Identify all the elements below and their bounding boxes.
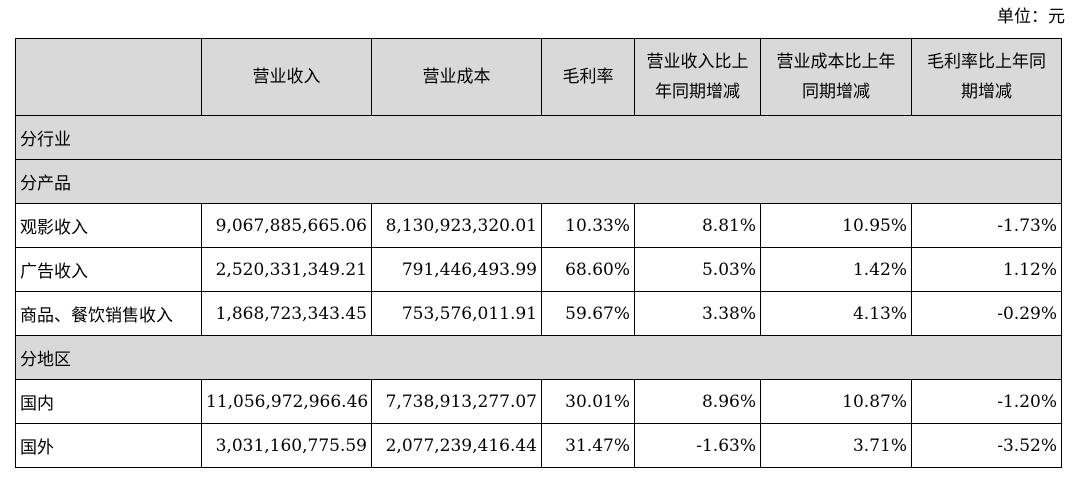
cell-revenue-change: 5.03% — [634, 247, 761, 292]
header-cost-change: 营业成本比上年 同期增减 — [760, 38, 912, 116]
cell-revenue: 9,067,885,665.06 — [201, 203, 372, 248]
cell-cost-change: 3.71% — [760, 423, 912, 468]
cell-margin-change: 1.12% — [911, 247, 1062, 292]
cell-margin: 30.01% — [541, 379, 635, 424]
cell-revenue: 2,520,331,349.21 — [201, 247, 372, 292]
row-label: 国内 — [15, 379, 202, 424]
section-label: 分行业 — [15, 115, 1062, 160]
header-blank — [15, 38, 202, 116]
cell-cost: 8,130,923,320.01 — [371, 203, 542, 248]
table-row: 国内 11,056,972,966.46 7,738,913,277.07 30… — [15, 379, 1062, 424]
cell-margin: 59.67% — [541, 291, 635, 336]
cell-cost-change: 10.87% — [760, 379, 912, 424]
cell-margin-change: -3.52% — [911, 423, 1062, 468]
cell-revenue: 3,031,160,775.59 — [201, 423, 372, 468]
row-label: 商品、餐饮销售收入 — [15, 291, 202, 336]
cell-cost-change: 1.42% — [760, 247, 912, 292]
header-revenue: 营业收入 — [201, 38, 372, 116]
cell-cost: 2,077,239,416.44 — [371, 423, 542, 468]
cell-cost: 753,576,011.91 — [371, 291, 542, 336]
cell-cost-change: 10.95% — [760, 203, 912, 248]
cell-revenue: 1,868,723,343.45 — [201, 291, 372, 336]
row-label: 广告收入 — [15, 247, 202, 292]
cell-margin: 31.47% — [541, 423, 635, 468]
row-label: 观影收入 — [15, 203, 202, 248]
cell-revenue: 11,056,972,966.46 — [201, 379, 372, 424]
financial-table: 营业收入 营业成本 毛利率 营业收入比上 年同期增减 营业成本比上年 同期增减 … — [15, 38, 1062, 468]
header-margin-change-line2: 期增减 — [961, 82, 1012, 102]
row-label: 国外 — [15, 423, 202, 468]
section-label: 分地区 — [15, 335, 1062, 380]
section-row-industry: 分行业 — [15, 115, 1062, 160]
table-row: 商品、餐饮销售收入 1,868,723,343.45 753,576,011.9… — [15, 291, 1062, 336]
header-margin-change: 毛利率比上年同 期增减 — [911, 38, 1062, 116]
section-label: 分产品 — [15, 159, 1062, 204]
header-margin-change-line1: 毛利率比上年同 — [927, 52, 1046, 72]
cell-margin: 10.33% — [541, 203, 635, 248]
cell-revenue-change: -1.63% — [634, 423, 761, 468]
header-cost: 营业成本 — [371, 38, 542, 116]
cell-margin-change: -1.73% — [911, 203, 1062, 248]
cell-revenue-change: 3.38% — [634, 291, 761, 336]
section-row-product: 分产品 — [15, 159, 1062, 204]
unit-label: 单位：元 — [997, 7, 1065, 27]
cell-cost: 7,738,913,277.07 — [371, 379, 542, 424]
cell-revenue-change: 8.96% — [634, 379, 761, 424]
header-cost-change-line2: 同期增减 — [802, 82, 870, 102]
cell-cost: 791,446,493.99 — [371, 247, 542, 292]
table-row: 国外 3,031,160,775.59 2,077,239,416.44 31.… — [15, 423, 1062, 468]
section-row-region: 分地区 — [15, 335, 1062, 380]
header-revenue-change: 营业收入比上 年同期增减 — [634, 38, 761, 116]
header-revenue-change-line1: 营业收入比上 — [646, 52, 749, 72]
header-revenue-change-line2: 年同期增减 — [655, 82, 740, 102]
cell-margin-change: -0.29% — [911, 291, 1062, 336]
header-margin: 毛利率 — [541, 38, 635, 116]
cell-cost-change: 4.13% — [760, 291, 912, 336]
header-row: 营业收入 营业成本 毛利率 营业收入比上 年同期增减 营业成本比上年 同期增减 … — [15, 38, 1062, 116]
cell-revenue-change: 8.81% — [634, 203, 761, 248]
header-cost-change-line1: 营业成本比上年 — [776, 52, 896, 72]
table-row: 广告收入 2,520,331,349.21 791,446,493.99 68.… — [15, 247, 1062, 292]
cell-margin: 68.60% — [541, 247, 635, 292]
table-row: 观影收入 9,067,885,665.06 8,130,923,320.01 1… — [15, 203, 1062, 248]
cell-margin-change: -1.20% — [911, 379, 1062, 424]
